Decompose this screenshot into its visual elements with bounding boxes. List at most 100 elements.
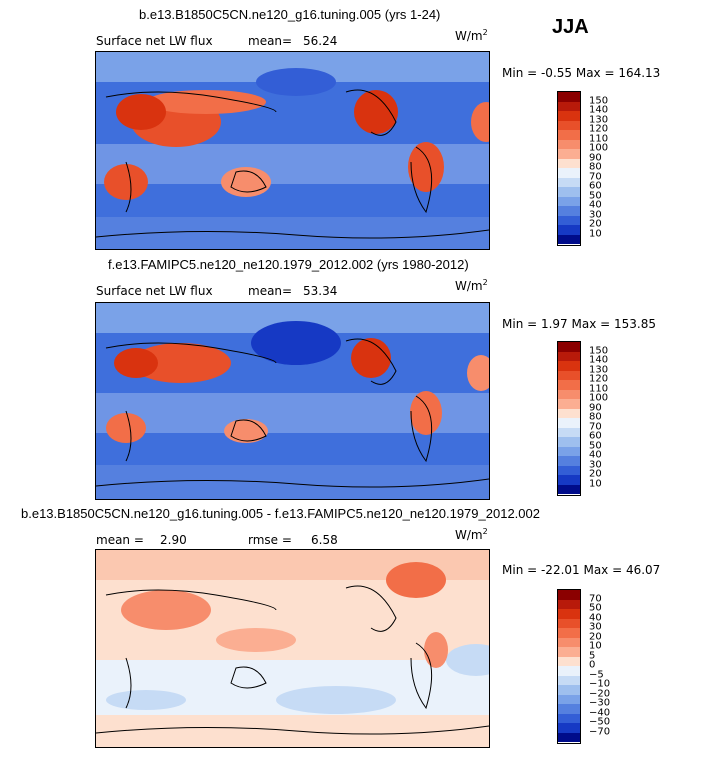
panel2-colorbar-swatch — [558, 380, 580, 390]
panel1-colorbar — [557, 91, 581, 246]
panel3-colorbar-swatch — [558, 656, 580, 666]
colorbar-tick-label: 30 — [589, 209, 602, 220]
colorbar-tick-label: 10 — [589, 478, 602, 489]
panel3-colorbar-swatch — [558, 704, 580, 714]
panel1-map — [95, 51, 490, 250]
colorbar-tick-label: 130 — [589, 364, 609, 375]
panel3-colorbar-swatch — [558, 609, 580, 619]
colorbar-tick-label: 80 — [589, 161, 602, 173]
panel3-colorbar-swatch — [558, 590, 580, 600]
panel2-colorbar-swatch — [558, 418, 580, 428]
panel3-unit: W/m2 — [455, 527, 488, 542]
colorbar-tick-label: 70 — [589, 593, 602, 604]
panel3-rmse-value: 6.58 — [311, 533, 338, 547]
colorbar-tick-label: −30 — [589, 697, 611, 709]
colorbar-tick-label: 140 — [589, 354, 609, 366]
panel1-colorbar-swatch — [558, 225, 580, 235]
panel1-colorbar-swatch — [558, 187, 580, 197]
panel1-minmax: Min = -0.55 Max = 164.13 — [502, 66, 661, 80]
panel2-colorbar-swatch — [558, 389, 580, 399]
colorbar-tick-label: 50 — [589, 602, 602, 614]
colorbar-tick-label: −40 — [589, 707, 611, 718]
colorbar-tick-label: −10 — [589, 678, 611, 690]
panel1-colorbar-swatch — [558, 206, 580, 216]
panel1-mean-label: mean= — [248, 34, 293, 48]
panel1-title: b.e13.B1850C5CN.ne120_g16.tuning.005 (yr… — [139, 7, 441, 22]
colorbar-tick-label: 100 — [589, 142, 609, 154]
colorbar-tick-label: 20 — [589, 631, 602, 642]
panel2-colorbar-swatch — [558, 456, 580, 466]
panel1-colorbar-swatch — [558, 120, 580, 130]
panel3-colorbar-swatch — [558, 685, 580, 695]
colorbar-tick-label: 110 — [589, 383, 609, 394]
panel2-colorbar-swatch — [558, 465, 580, 475]
colorbar-tick-label: −70 — [589, 726, 611, 737]
colorbar-tick-label: 60 — [589, 430, 602, 442]
panel1-colorbar-swatch — [558, 130, 580, 140]
panel1-unit: W/m2 — [455, 28, 488, 43]
colorbar-tick-label: 90 — [589, 402, 602, 413]
colorbar-tick-label: 60 — [589, 180, 602, 192]
panel1-colorbar-swatch — [558, 92, 580, 102]
panel3-rmse-label: rmse = — [248, 533, 292, 547]
panel2-colorbar-swatch — [558, 351, 580, 361]
panel2-colorbar — [557, 341, 581, 496]
panel1-colorbar-swatch — [558, 177, 580, 187]
panel2-unit: W/m2 — [455, 278, 488, 293]
panel2-colorbar-swatch — [558, 475, 580, 485]
panel2-title: f.e13.FAMIPC5.ne120_ne120.1979_2012.002 … — [108, 257, 469, 272]
panel2-colorbar-swatch — [558, 342, 580, 352]
panel3-mean-label: mean = — [96, 533, 144, 547]
panel1-mean-value: 56.24 — [303, 34, 338, 48]
panel2-colorbar-swatch — [558, 370, 580, 380]
colorbar-tick-label: 20 — [589, 218, 602, 230]
panel2-colorbar-swatch — [558, 427, 580, 437]
panel3-colorbar-swatch — [558, 713, 580, 723]
panel3-colorbar-swatch — [558, 599, 580, 609]
panel1-colorbar-swatch — [558, 111, 580, 121]
panel1-colorbar-swatch — [558, 215, 580, 225]
panel2-variable-name: Surface net LW flux — [96, 284, 213, 298]
panel2-colorbar-swatch — [558, 408, 580, 418]
panel1-colorbar-swatch — [558, 234, 580, 244]
colorbar-tick-label: 0 — [589, 659, 596, 671]
panel1-colorbar-swatch — [558, 168, 580, 178]
panel3-colorbar-swatch — [558, 628, 580, 638]
colorbar-tick-label: 5 — [589, 650, 596, 661]
panel2-colorbar-swatch — [558, 361, 580, 371]
colorbar-tick-label: 90 — [589, 152, 602, 163]
panel1-colorbar-swatch — [558, 101, 580, 111]
colorbar-tick-label: 30 — [589, 459, 602, 470]
colorbar-tick-label: 70 — [589, 171, 602, 182]
panel1-colorbar-swatch — [558, 149, 580, 159]
colorbar-tick-label: 10 — [589, 228, 602, 239]
colorbar-tick-label: 40 — [589, 199, 602, 211]
colorbar-tick-label: 120 — [589, 123, 609, 135]
colorbar-tick-label: −5 — [589, 669, 604, 680]
colorbar-tick-label: 70 — [589, 421, 602, 432]
panel3-colorbar-swatch — [558, 637, 580, 647]
panel3-colorbar-swatch — [558, 732, 580, 742]
panel2-colorbar-swatch — [558, 437, 580, 447]
colorbar-tick-label: 110 — [589, 133, 609, 144]
panel1-colorbar-swatch — [558, 196, 580, 206]
colorbar-tick-label: 130 — [589, 114, 609, 125]
panel3-mean-value: 2.90 — [160, 533, 187, 547]
colorbar-tick-label: 120 — [589, 373, 609, 385]
panel3-colorbar-swatch — [558, 723, 580, 733]
colorbar-tick-label: 80 — [589, 411, 602, 423]
colorbar-tick-label: 50 — [589, 190, 602, 201]
panel2-mean-value: 53.34 — [303, 284, 338, 298]
colorbar-tick-label: 40 — [589, 612, 602, 623]
panel3-minmax: Min = -22.01 Max = 46.07 — [502, 563, 661, 577]
colorbar-tick-label: 20 — [589, 468, 602, 480]
season-label: JJA — [552, 16, 589, 38]
panel2-colorbar-swatch — [558, 446, 580, 456]
panel3-colorbar-swatch — [558, 618, 580, 628]
panel3-colorbar-swatch — [558, 675, 580, 685]
colorbar-tick-label: 50 — [589, 440, 602, 451]
panel1-colorbar-swatch — [558, 139, 580, 149]
colorbar-tick-label: 100 — [589, 392, 609, 404]
colorbar-tick-label: −20 — [589, 688, 611, 699]
colorbar-tick-label: 150 — [589, 95, 609, 106]
